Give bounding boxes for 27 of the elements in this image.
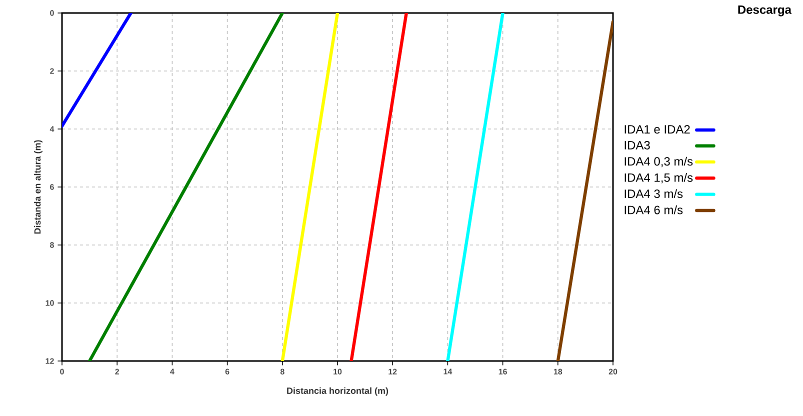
x-axis-title: Distancia horizontal (m) — [287, 387, 388, 396]
x-tick-label: 12 — [388, 368, 397, 374]
x-tick-label: 2 — [115, 368, 120, 374]
x-tick-label: 14 — [444, 368, 452, 374]
x-tick-label: 6 — [225, 368, 230, 374]
text: Descarga — [738, 6, 792, 16]
legend-label: IDA1 e IDA2 — [624, 125, 690, 134]
y-tick-label: 10 — [46, 300, 54, 306]
x-tick-label: 20 — [608, 368, 618, 374]
x-tick-label: 4 — [170, 368, 174, 374]
y-tick-label: 6 — [50, 184, 54, 190]
legend-label: IDA4 1,5 m/s — [624, 173, 693, 184]
y-tick-label: 0 — [50, 10, 54, 16]
y-tick-label: 4 — [50, 126, 54, 132]
x-tick-label: 8 — [280, 368, 284, 374]
y-axis-title: Distanda en altura (m) — [34, 140, 42, 234]
y-tick-label: 12 — [46, 358, 54, 364]
legend-label: IDA4 6 m/s — [624, 205, 683, 214]
x-tick-label: 0 — [60, 368, 64, 374]
legend-label: IDA4 3 m/s — [624, 189, 683, 198]
y-tick-label: 8 — [50, 242, 54, 248]
y-tick-label: 2 — [50, 68, 54, 74]
x-tick-label: 18 — [554, 368, 562, 374]
x-tick-label: 16 — [498, 368, 507, 374]
legend-label: IDA4 0,3 m/s — [624, 156, 693, 168]
x-tick-label: 10 — [334, 368, 342, 374]
text: IDA3 — [624, 140, 650, 150]
